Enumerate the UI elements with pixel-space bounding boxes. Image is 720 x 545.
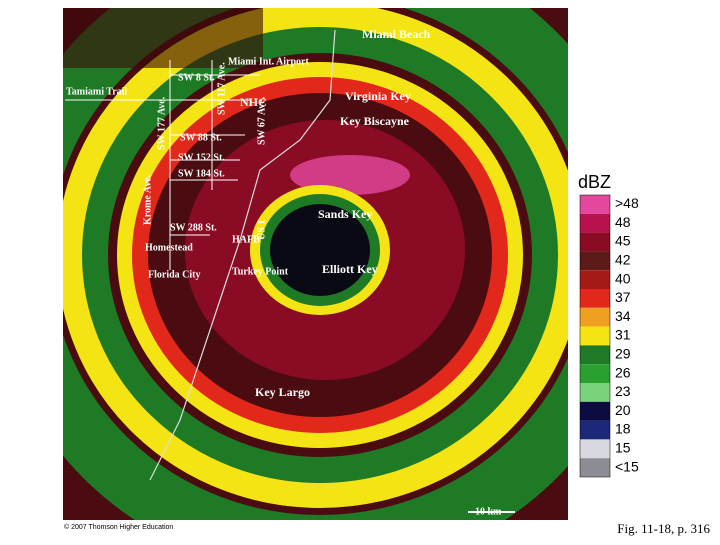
- legend-label: 23: [615, 383, 631, 399]
- map-label: Sands Key: [318, 207, 372, 221]
- legend-label: 48: [615, 214, 631, 230]
- legend-label: 37: [615, 289, 631, 305]
- map-label: SW 177 Ave.: [156, 96, 167, 150]
- legend-label: 40: [615, 270, 631, 286]
- legend-label: 20: [615, 402, 631, 418]
- legend-swatch: [580, 232, 610, 252]
- map-label: Miami Int. Airport: [228, 56, 309, 67]
- copyright: © 2007 Thomson Higher Education: [64, 523, 173, 531]
- map-label: Florida City: [148, 269, 201, 280]
- map-label: SW 117 Ave.: [216, 62, 227, 115]
- legend-label: 45: [615, 233, 631, 249]
- map-label: Key Largo: [255, 385, 310, 399]
- legend-label: >48: [615, 195, 639, 211]
- map-labels: Miami Beach Miami Int. Airport SW 8 St. …: [64, 27, 502, 531]
- legend-swatch: [580, 307, 610, 327]
- legend-swatch: [580, 439, 610, 459]
- legend-swatch: [580, 213, 610, 233]
- map-label: SW 152 St.: [178, 152, 225, 163]
- radar-image: [63, 8, 568, 520]
- legend-label: 18: [615, 421, 631, 437]
- legend-title: dBZ: [578, 172, 611, 192]
- map-label: Krome Ave.: [142, 174, 153, 225]
- legend-label: 31: [615, 327, 631, 343]
- map-label: SW 88 St.: [180, 132, 222, 143]
- legend-swatch: [580, 383, 610, 402]
- legend-label: 26: [615, 364, 631, 380]
- scale-label: 10 km: [475, 506, 502, 517]
- map-label: Virginia Key: [345, 89, 411, 103]
- legend-swatch: [580, 195, 610, 214]
- map-label: Elliott Key: [322, 262, 378, 276]
- map-label: Tamiami Trail: [66, 86, 127, 97]
- map-label: SW 8 St.: [178, 72, 215, 83]
- map-label: Turkey Point: [232, 266, 289, 277]
- legend-swatch: [580, 401, 610, 421]
- legend-frame: [579, 194, 611, 478]
- legend-swatch: [580, 458, 610, 477]
- legend-swatch: [580, 270, 610, 289]
- map-label: HAFB: [232, 234, 260, 245]
- caption: Fig. 11-18, p. 316: [617, 521, 710, 536]
- legend: >48 48 45 42 40 37 34 31 29 26 23 20 18 15 <15: [579, 194, 639, 478]
- legend-label: 29: [615, 346, 631, 362]
- legend-swatch: [580, 345, 610, 365]
- legend-label: 15: [615, 440, 631, 456]
- map-label: SW 288 St.: [170, 222, 217, 233]
- map-label: NHC: [240, 95, 267, 109]
- legend-label: <15: [615, 458, 639, 474]
- map-label: SW 184 St.: [178, 168, 225, 179]
- legend-swatch: [580, 326, 610, 346]
- legend-swatch: [580, 364, 610, 383]
- legend-swatch: [580, 289, 610, 308]
- map-label: Miami Beach: [362, 27, 431, 41]
- legend-swatch: [580, 420, 610, 440]
- map-label: US 1: [256, 220, 267, 240]
- legend-label: 42: [615, 252, 631, 268]
- legend-label: 34: [615, 308, 631, 324]
- legend-swatch: [580, 251, 610, 271]
- map-label: Homestead: [145, 242, 193, 253]
- map-label: Key Biscayne: [340, 114, 410, 128]
- map-label: SW 67 Ave.: [256, 96, 267, 145]
